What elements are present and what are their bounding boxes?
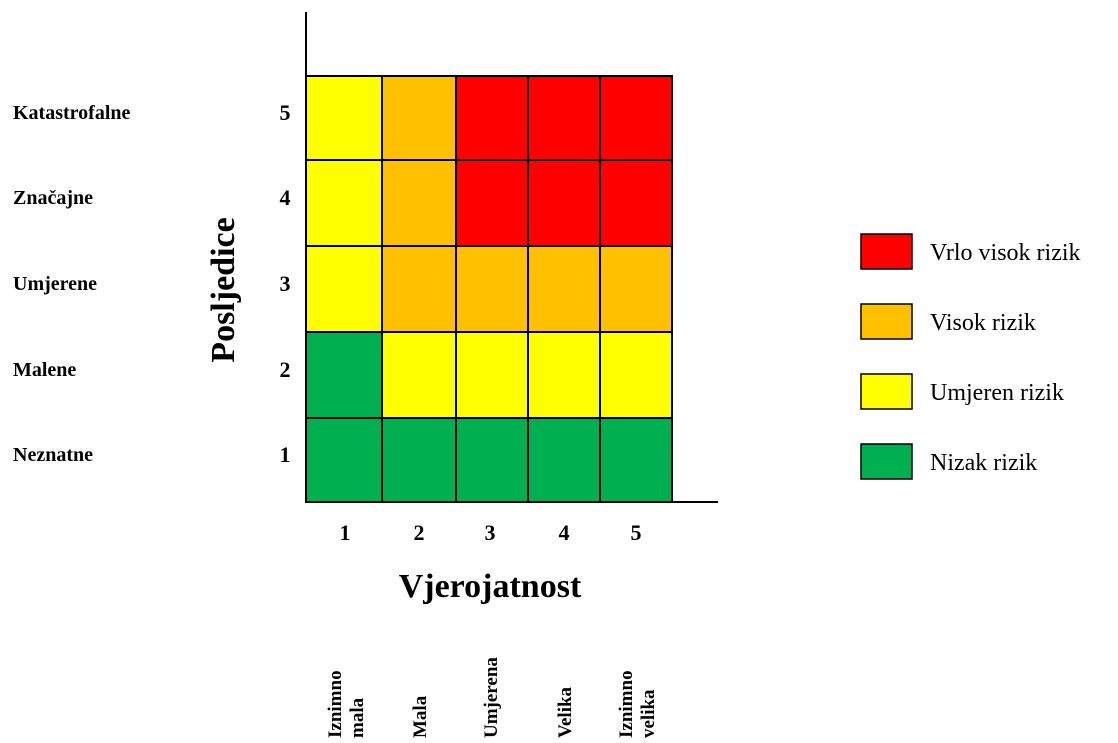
risk-cell-c1-p2 — [381, 417, 457, 503]
x-tick-label: 4 — [559, 520, 570, 545]
x-tick-label: 1 — [340, 520, 351, 545]
y-tick-label: 1 — [280, 442, 291, 467]
probability-label: Mala — [410, 695, 431, 738]
probability-label-line: Umjerena — [481, 657, 502, 738]
x-axis-title: Vjerojatnost — [399, 568, 582, 605]
consequence-label: Umjerene — [13, 273, 97, 295]
y-tick-label: 5 — [280, 100, 291, 125]
risk-cell-c2-p1 — [305, 331, 383, 419]
consequence-label: Značajne — [13, 187, 93, 209]
y-tick-label: 3 — [280, 271, 291, 296]
risk-cell-c4-p4 — [527, 159, 601, 247]
risk-cell-c2-p4 — [527, 331, 601, 419]
consequence-labels: Neznatne Malene Umjerene Značajne Katastrofa… — [13, 102, 131, 466]
risk-cell-c1-p1 — [305, 417, 383, 503]
probability-label-line: Iznimno — [616, 670, 637, 738]
consequence-label: Malene — [13, 359, 76, 381]
probability-label-line: Mala — [410, 695, 431, 738]
x-tick-labels: 1 2 3 4 5 — [340, 520, 642, 545]
y-axis-title: Posljedice — [205, 217, 242, 362]
risk-cell-c4-p2 — [381, 159, 457, 247]
risk-cell-c4-p1 — [305, 159, 383, 247]
probability-label: Umjerena — [481, 657, 502, 738]
x-tick-label: 5 — [631, 520, 642, 545]
x-tick-label: 3 — [485, 520, 496, 545]
y-tick-label: 4 — [280, 185, 291, 210]
y-tick-labels: 1 2 3 4 5 — [280, 100, 291, 467]
legend-label-high: Visok rizik — [930, 310, 1036, 336]
probability-label: Iznimno velika — [616, 670, 659, 738]
risk-cell-c3-p2 — [381, 245, 457, 333]
x-tick-label: 2 — [414, 520, 425, 545]
probability-labels: Iznimno mala Mala Umjerena Velika Iznimno veli… — [325, 657, 659, 738]
legend-swatch-high — [860, 303, 913, 340]
probability-label-line: Velika — [555, 686, 576, 738]
risk-cell-c4-p5 — [599, 159, 673, 247]
risk-cell-c3-p3 — [455, 245, 529, 333]
risk-cell-c2-p5 — [599, 331, 673, 419]
risk-cell-c2-p2 — [381, 331, 457, 419]
risk-cell-c5-p1 — [305, 75, 383, 161]
probability-label: Iznimno mala — [325, 670, 368, 738]
risk-cell-c5-p4 — [527, 75, 601, 161]
risk-cell-c4-p3 — [455, 159, 529, 247]
risk-cell-c2-p3 — [455, 331, 529, 419]
legend-swatch-moderate — [860, 373, 913, 410]
probability-label-line: Iznimno — [325, 670, 346, 738]
probability-label: Velika — [555, 686, 576, 738]
risk-cell-c3-p4 — [527, 245, 601, 333]
risk-cell-c1-p4 — [527, 417, 601, 503]
legend-label-low: Nizak rizik — [930, 450, 1037, 476]
legend-swatch-low — [860, 443, 913, 480]
consequence-label: Neznatne — [13, 444, 93, 466]
risk-cell-c3-p5 — [599, 245, 673, 333]
matrix-cells — [305, 75, 673, 503]
probability-label-line: velika — [638, 689, 659, 738]
risk-cell-c3-p1 — [305, 245, 383, 333]
legend-swatch-very_high — [860, 233, 913, 270]
legend: Vrlo visok rizik Visok rizik Umjeren rizik… — [860, 233, 1081, 480]
legend-label-moderate: Umjeren rizik — [930, 380, 1064, 406]
consequence-label: Katastrofalne — [13, 102, 131, 124]
risk-cell-c1-p5 — [599, 417, 673, 503]
risk-cell-c5-p3 — [455, 75, 529, 161]
risk-cell-c1-p3 — [455, 417, 529, 503]
risk-cell-c5-p2 — [381, 75, 457, 161]
legend-label-very_high: Vrlo visok rizik — [930, 240, 1081, 266]
probability-label-line: mala — [347, 697, 368, 738]
risk-cell-c5-p5 — [599, 75, 673, 161]
y-tick-label: 2 — [280, 357, 291, 382]
